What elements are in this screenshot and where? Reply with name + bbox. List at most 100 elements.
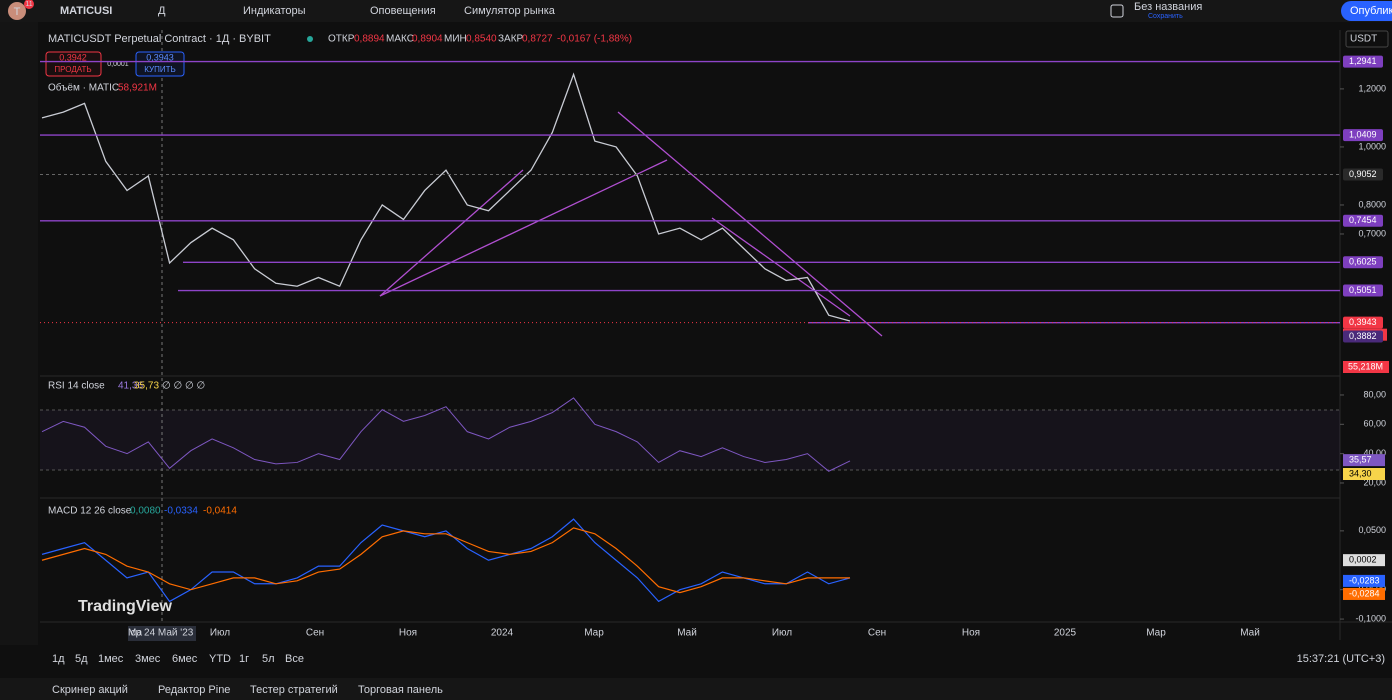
macd-value: -0,0334 — [164, 506, 198, 517]
clock: 15:37:21 (UTC+3) — [1297, 653, 1385, 665]
symbol[interactable]: MATICUSI — [60, 5, 112, 17]
volume-axis-label: 55,218M — [1348, 361, 1383, 371]
volume-label: Объём · MATIC — [48, 82, 119, 94]
layout-icon[interactable] — [1110, 4, 1124, 18]
level-badge — [1343, 129, 1383, 142]
replay[interactable]: Симулятор рынка — [464, 5, 556, 17]
indicators[interactable]: Индикаторы — [243, 5, 306, 17]
legend-value: 0,8894 — [354, 34, 385, 45]
level-label: 1,0409 — [1349, 129, 1377, 139]
rsi-band — [40, 410, 1340, 470]
top-bar — [0, 0, 1392, 22]
level-label: 0,3882 — [1349, 331, 1377, 341]
level-label: 0,5051 — [1349, 285, 1377, 295]
range-button[interactable]: 3мес — [135, 653, 161, 665]
value-badge — [1343, 574, 1385, 587]
panel-tab[interactable]: Торговая панель — [358, 684, 443, 696]
y-tick-label: 0,0500 — [1358, 525, 1386, 535]
macd-title: MACD 12 26 close — [48, 506, 132, 517]
range-button[interactable]: 1мес — [98, 653, 124, 665]
y-tick-label: 0,8000 — [1358, 199, 1386, 209]
level-label: 0,6025 — [1349, 257, 1377, 267]
sell-label: ПРОДАТЬ — [54, 65, 91, 74]
range-button[interactable]: 5д — [75, 653, 88, 665]
panel-tab[interactable]: Тестер стратегий — [250, 684, 338, 696]
panel-tab[interactable]: Скринер акций — [52, 684, 128, 696]
time-label: Май — [677, 628, 697, 639]
macd-value: -0,0414 — [203, 506, 237, 517]
rsi-value: ∅ ∅ ∅ ∅ — [162, 381, 205, 392]
bottom-panel — [0, 678, 1392, 700]
legend-change: -0,0167 (-1,88%) — [557, 34, 632, 45]
legend-label: МИН — [444, 34, 467, 45]
range-button[interactable]: 6мес — [172, 653, 198, 665]
value-label: 35,57 — [1349, 455, 1372, 465]
time-label: Мар — [1146, 628, 1166, 639]
legend-title: MATICUSDT Perpetual Contract · 1Д · BYBI… — [48, 33, 271, 45]
legend-value: 0,8727 — [522, 34, 553, 45]
rsi-value: 41,36 — [118, 381, 143, 392]
y-tick-label: 0,7000 — [1358, 228, 1386, 238]
publish-button[interactable] — [1341, 1, 1392, 21]
level-badge — [1343, 316, 1383, 329]
value-badge — [1343, 587, 1385, 600]
y-tick-label: -0,1000 — [1355, 613, 1386, 623]
badge-count: 11 — [25, 1, 32, 8]
range-button[interactable]: YTD — [209, 653, 231, 665]
time-label: Июл — [210, 628, 230, 639]
watermark: TradingView — [78, 598, 173, 615]
publish[interactable]: Опублик — [1350, 5, 1392, 17]
level-label: 0,7454 — [1349, 215, 1377, 225]
avatar[interactable] — [8, 2, 26, 20]
legend-value: 0,8540 — [466, 34, 497, 45]
level-badge — [1343, 168, 1383, 181]
series-line — [41, 527, 850, 594]
y-tick-label: 1,2000 — [1358, 83, 1386, 93]
range-button[interactable]: 5л — [262, 653, 275, 665]
rsi-value: 35,73 — [134, 381, 159, 392]
time-label: Сен — [306, 628, 324, 639]
value-badge — [1343, 468, 1385, 480]
crosshair-date: ср 24 Май '23 — [131, 628, 194, 639]
status-dot — [307, 36, 313, 42]
panel-tab[interactable]: Редактор Pine — [158, 684, 230, 696]
volume-value: 58,921M — [118, 83, 157, 94]
time-label: 2025 — [1054, 628, 1077, 639]
value-label: 0,0002 — [1349, 555, 1377, 565]
currency[interactable]: USDT — [1350, 34, 1377, 45]
value-label: -0,0284 — [1349, 588, 1380, 598]
badge — [24, 0, 34, 9]
range-button[interactable]: 1д — [52, 653, 65, 665]
layout-name[interactable]: Без названия — [1134, 1, 1202, 13]
level-label: 0,9052 — [1349, 169, 1377, 179]
series-line — [41, 72, 851, 322]
volume-badge — [1343, 361, 1389, 373]
sell-button[interactable] — [45, 51, 102, 77]
level-label: 1,2941 — [1349, 56, 1377, 66]
legend-label: ЗАКР — [498, 34, 524, 45]
y-tick-label: 1,0000 — [1358, 141, 1386, 151]
left-toolbar — [0, 22, 38, 662]
sell-price: 0,3942 — [59, 52, 87, 62]
range-button[interactable]: 1г — [239, 653, 249, 665]
time-label: 2024 — [491, 628, 514, 639]
value-badge — [1343, 454, 1385, 467]
interval[interactable]: Д — [158, 5, 166, 17]
level-badge — [1343, 55, 1383, 68]
currency-select[interactable] — [1345, 30, 1389, 48]
series-line — [41, 518, 851, 603]
alerts[interactable]: Оповещения — [370, 5, 436, 17]
buy-label: КУПИТЬ — [144, 65, 175, 74]
level-badge — [1343, 256, 1383, 269]
trendlines — [379, 111, 883, 337]
level-badge — [1343, 214, 1383, 227]
range-bar — [0, 645, 1392, 671]
avatar-letter: T — [14, 6, 21, 18]
level-label: 0,3943 — [1349, 317, 1377, 327]
level-badge — [1343, 330, 1383, 343]
legend-label: МАКС — [386, 34, 414, 45]
save[interactable]: Сохранить — [1148, 13, 1183, 20]
buy-button[interactable] — [135, 51, 185, 77]
range-button[interactable]: Все — [285, 653, 304, 665]
